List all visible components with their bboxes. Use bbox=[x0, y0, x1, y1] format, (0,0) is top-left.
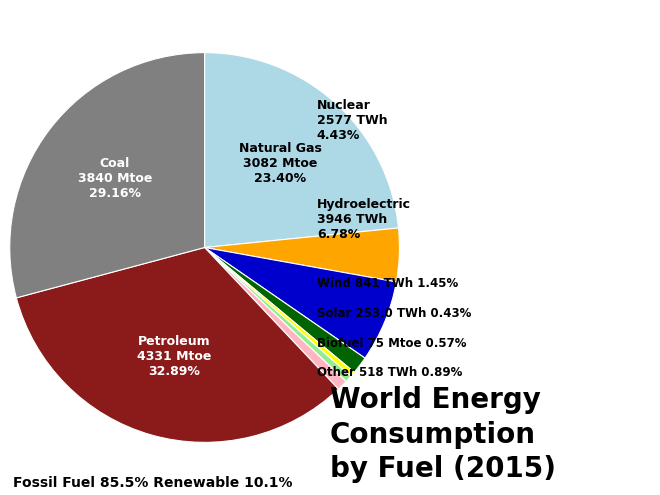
Wedge shape bbox=[205, 248, 397, 358]
Wedge shape bbox=[16, 248, 339, 443]
Text: Natural Gas
3082 Mtoe
23.40%: Natural Gas 3082 Mtoe 23.40% bbox=[239, 142, 322, 185]
Wedge shape bbox=[10, 52, 205, 298]
Text: World Energy
Consumption
by Fuel (2015): World Energy Consumption by Fuel (2015) bbox=[330, 386, 556, 483]
Text: Other 518 TWh 0.89%: Other 518 TWh 0.89% bbox=[317, 366, 462, 379]
Wedge shape bbox=[205, 52, 399, 248]
Wedge shape bbox=[205, 248, 365, 372]
Text: Fossil Fuel 85.5% Renewable 10.1%: Fossil Fuel 85.5% Renewable 10.1% bbox=[13, 476, 292, 490]
Text: Wind 841 TWh 1.45%: Wind 841 TWh 1.45% bbox=[317, 277, 458, 290]
Text: Solar 253.0 TWh 0.43%: Solar 253.0 TWh 0.43% bbox=[317, 307, 471, 320]
Text: Petroleum
4331 Mtoe
32.89%: Petroleum 4331 Mtoe 32.89% bbox=[137, 335, 211, 378]
Text: Nuclear
2577 TWh
4.43%: Nuclear 2577 TWh 4.43% bbox=[317, 99, 387, 142]
Text: Hydroelectric
3946 TWh
6.78%: Hydroelectric 3946 TWh 6.78% bbox=[317, 198, 411, 241]
Wedge shape bbox=[205, 248, 351, 382]
Wedge shape bbox=[205, 248, 354, 376]
Text: Biofuel 75 Mtoe 0.57%: Biofuel 75 Mtoe 0.57% bbox=[317, 337, 467, 349]
Wedge shape bbox=[205, 248, 346, 389]
Text: Coal
3840 Mtoe
29.16%: Coal 3840 Mtoe 29.16% bbox=[78, 157, 152, 200]
Wedge shape bbox=[205, 228, 399, 282]
